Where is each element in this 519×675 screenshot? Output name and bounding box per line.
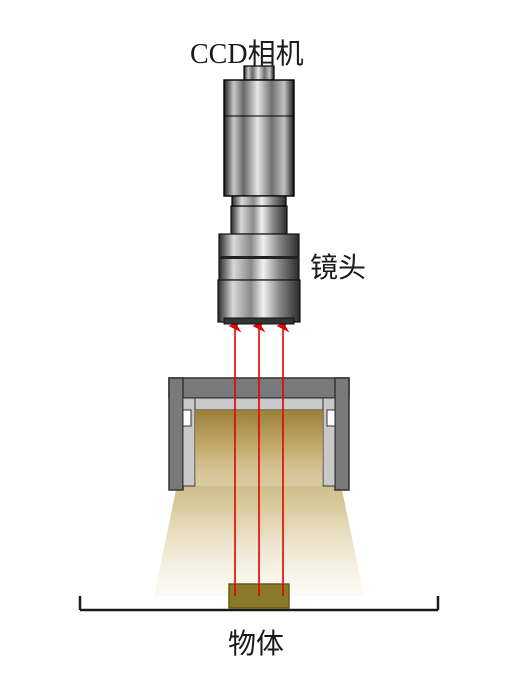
- diagram-svg: [0, 0, 519, 675]
- optical-system-diagram: CCD相机 镜头 物体: [0, 0, 519, 675]
- lens-label-text: 镜头: [310, 253, 366, 284]
- camera-label: CCD相机: [190, 32, 304, 72]
- lens-assembly: [218, 206, 300, 324]
- object-label: 物体: [228, 622, 284, 662]
- object-label-text: 物体: [228, 629, 284, 660]
- camera-label-text: CCD相机: [190, 39, 304, 70]
- ccd-camera: [224, 66, 294, 206]
- lens-label: 镜头: [310, 246, 366, 286]
